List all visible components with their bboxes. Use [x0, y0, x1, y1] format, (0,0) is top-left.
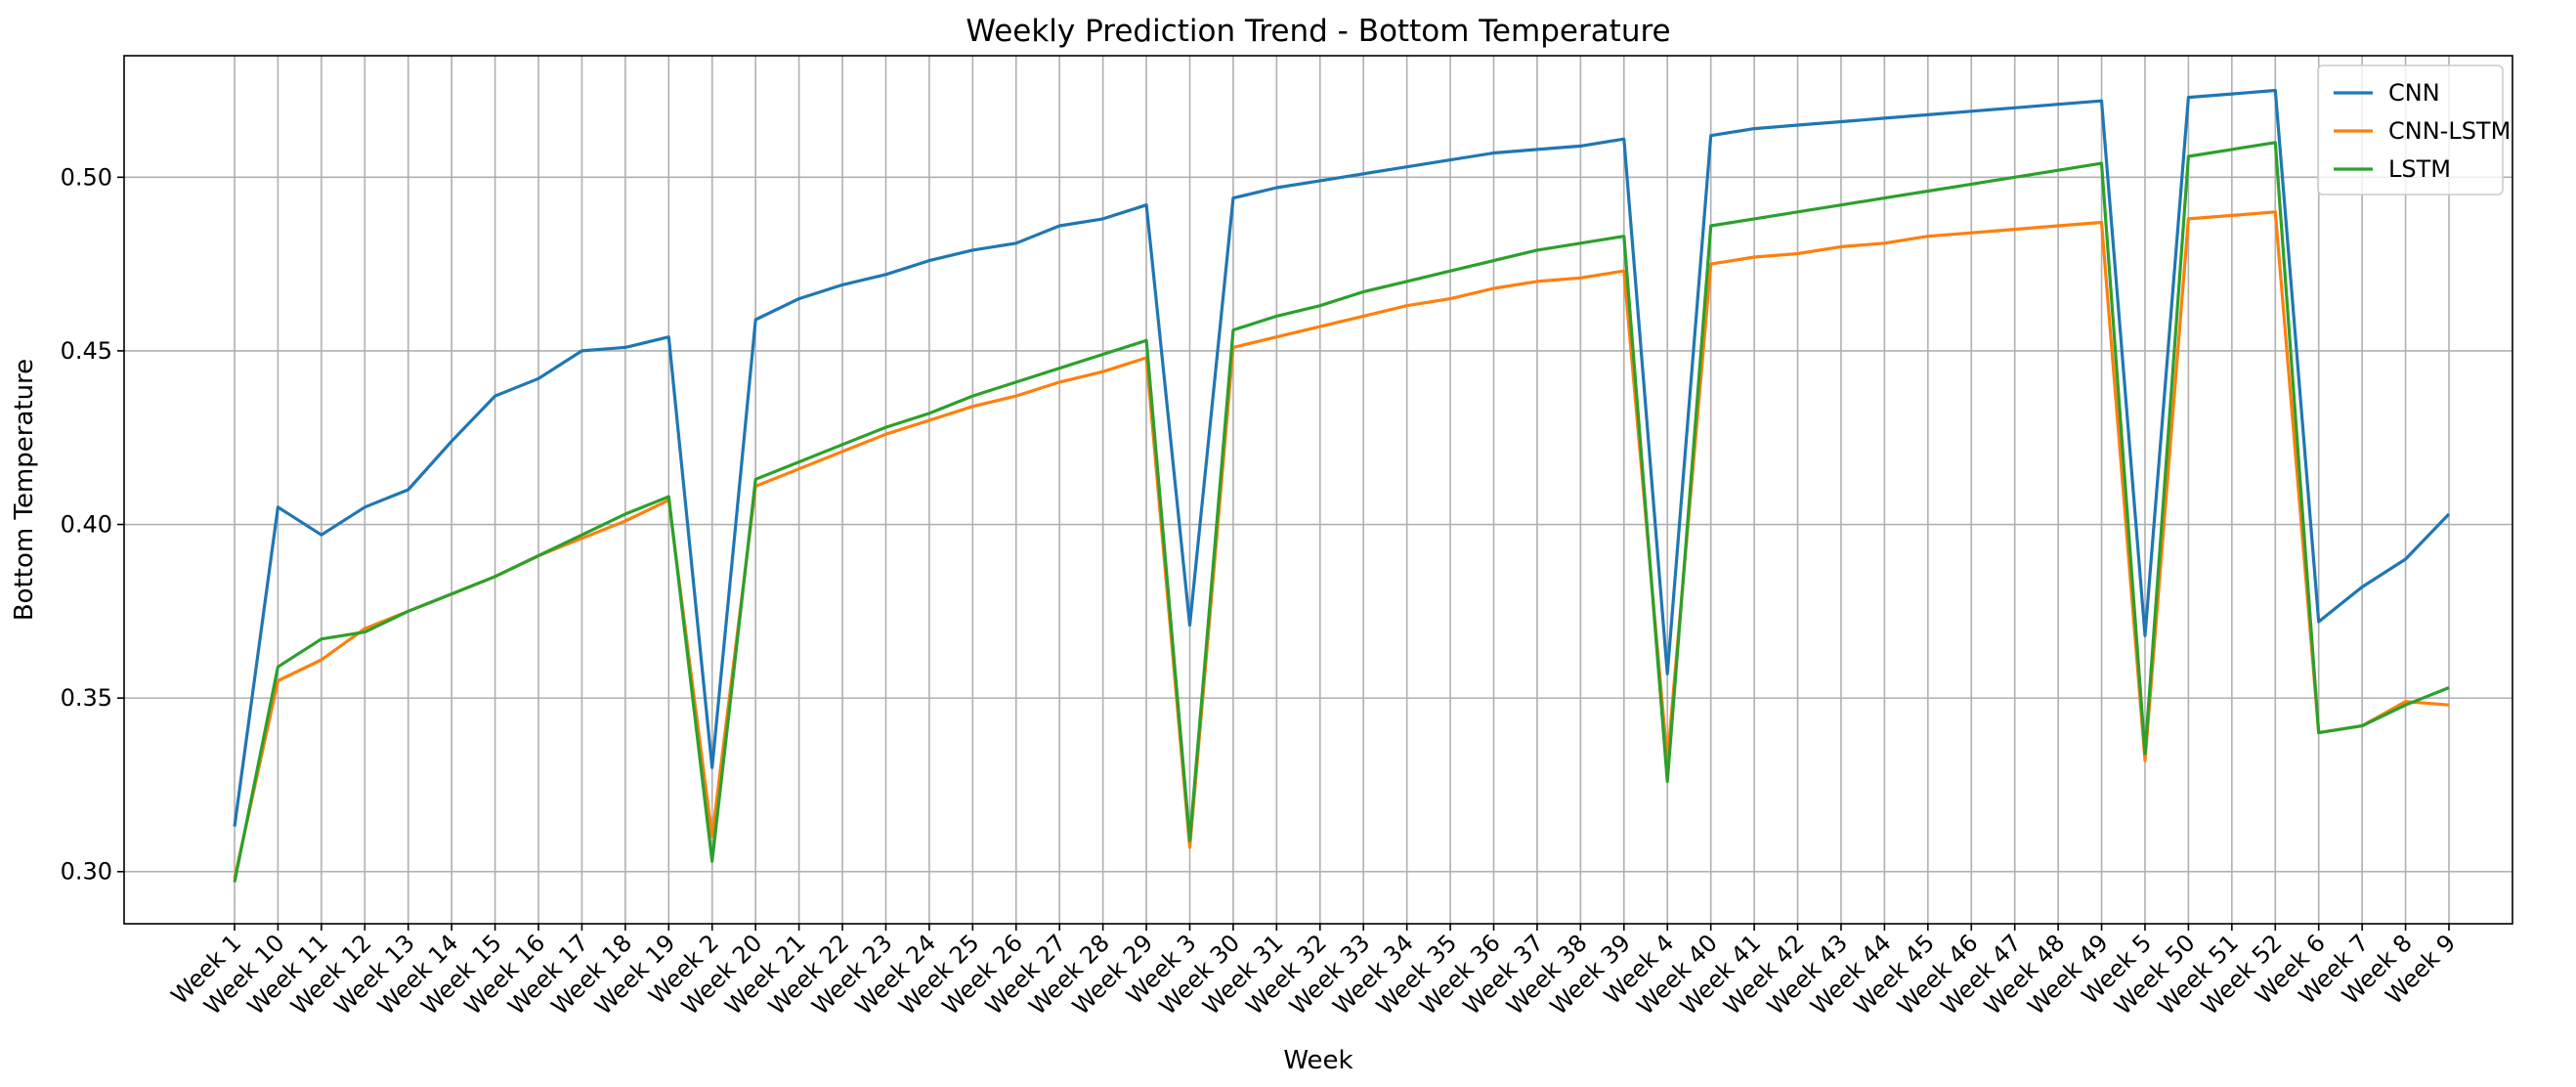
series-line [233, 88, 2451, 827]
y-tick-label: 0.35 [61, 684, 112, 712]
y-tick-label: 0.40 [61, 511, 112, 539]
y-tick-label: 0.50 [61, 163, 112, 191]
legend: CNN CNN-LSTM LSTM [2317, 65, 2511, 196]
legend-box [2317, 65, 2504, 196]
series-line [233, 210, 2450, 880]
y-tick-label: 0.30 [61, 858, 112, 886]
legend-label: LSTM [2388, 155, 2451, 183]
series-lines [233, 88, 2451, 883]
grid [124, 56, 2512, 924]
legend-label: CNN [2388, 79, 2440, 107]
y-tick-label: 0.45 [61, 337, 112, 365]
legend-label: CNN-LSTM [2388, 117, 2511, 145]
series-line [233, 141, 2450, 883]
y-axis-label: Bottom Temperature [10, 359, 39, 621]
x-axis-label: Week [1283, 1046, 1352, 1075]
plot-frame [123, 55, 2513, 925]
chart-title: Weekly Prediction Trend - Bottom Tempera… [966, 14, 1670, 49]
